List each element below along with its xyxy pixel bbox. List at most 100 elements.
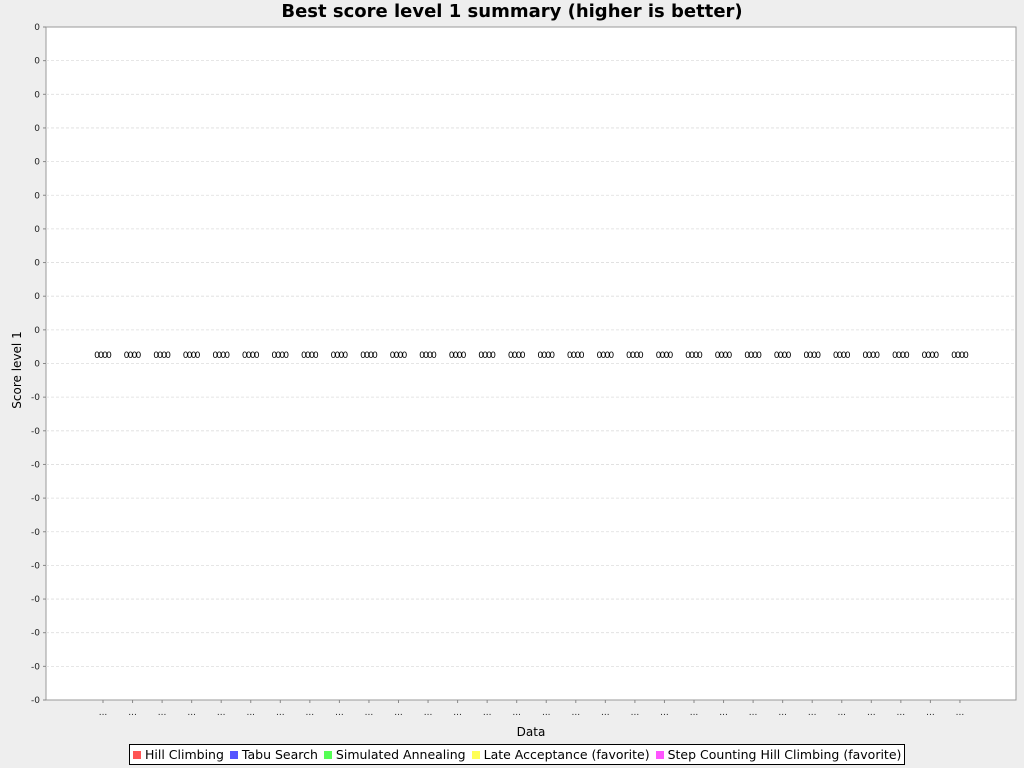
data-point-label: 0 bbox=[951, 351, 957, 361]
data-point-label: 0 bbox=[634, 351, 640, 361]
data-point-label: 0 bbox=[364, 351, 370, 361]
legend-label: Step Counting Hill Climbing (favorite) bbox=[667, 747, 902, 762]
data-point-label: 0 bbox=[567, 351, 573, 361]
data-point-label: 0 bbox=[309, 351, 315, 361]
data-point-label: 0 bbox=[360, 351, 366, 361]
legend-label: Late Acceptance (favorite) bbox=[483, 747, 650, 762]
data-point-label: 0 bbox=[394, 351, 400, 361]
data-point-label: 0 bbox=[254, 351, 260, 361]
data-point-label: 0 bbox=[275, 351, 281, 361]
data-point-label: 0 bbox=[250, 351, 256, 361]
data-point-label: 0 bbox=[660, 351, 666, 361]
data-point-label: 0 bbox=[723, 351, 729, 361]
x-tick-label: ... bbox=[690, 708, 699, 718]
legend-swatch bbox=[655, 750, 664, 759]
data-point-label: 0 bbox=[870, 351, 876, 361]
data-point-label: 0 bbox=[453, 351, 459, 361]
data-point-label: 0 bbox=[161, 351, 167, 361]
chart-title: Best score level 1 summary (higher is be… bbox=[281, 1, 743, 22]
data-point-label: 0 bbox=[719, 351, 725, 361]
y-tick-label: 0 bbox=[34, 90, 40, 100]
data-point-label: 0 bbox=[922, 351, 928, 361]
y-tick-label: 0 bbox=[34, 259, 40, 269]
x-axis-title: Data bbox=[517, 725, 546, 739]
data-point-label: 0 bbox=[608, 351, 614, 361]
y-tick-label: -0 bbox=[31, 629, 40, 639]
data-point-label: 0 bbox=[461, 351, 467, 361]
y-tick-label: -0 bbox=[31, 528, 40, 538]
legend-item: Tabu Search bbox=[229, 747, 318, 762]
data-point-label: 0 bbox=[926, 351, 932, 361]
legend-item: Hill Climbing bbox=[133, 747, 224, 762]
y-tick-label: -0 bbox=[31, 393, 40, 403]
data-point-label: 0 bbox=[748, 351, 754, 361]
x-tick-label: ... bbox=[660, 708, 669, 718]
data-point-label: 0 bbox=[727, 351, 733, 361]
data-point-label: 0 bbox=[183, 351, 189, 361]
data-point-label: 0 bbox=[153, 351, 159, 361]
data-point-label: 0 bbox=[668, 351, 674, 361]
x-tick-label: ... bbox=[749, 708, 758, 718]
data-point-label: 0 bbox=[664, 351, 670, 361]
data-point-label: 0 bbox=[457, 351, 463, 361]
y-tick-label: -0 bbox=[31, 561, 40, 571]
y-tick-label: 0 bbox=[34, 191, 40, 201]
data-point-label: 0 bbox=[841, 351, 847, 361]
x-tick-label: ... bbox=[365, 708, 374, 718]
data-point-label: 0 bbox=[896, 351, 902, 361]
legend-item: Late Acceptance (favorite) bbox=[471, 747, 650, 762]
x-tick-label: ... bbox=[837, 708, 846, 718]
y-tick-label: 0 bbox=[34, 326, 40, 336]
x-tick-label: ... bbox=[335, 708, 344, 718]
data-point-label: 0 bbox=[419, 351, 425, 361]
x-tick-label: ... bbox=[512, 708, 521, 718]
data-point-label: 0 bbox=[693, 351, 699, 361]
data-point-label: 0 bbox=[685, 351, 691, 361]
x-tick-label: ... bbox=[897, 708, 906, 718]
data-point-label: 0 bbox=[216, 351, 222, 361]
data-point-label: 0 bbox=[490, 351, 496, 361]
data-point-label: 0 bbox=[892, 351, 898, 361]
x-tick-label: ... bbox=[926, 708, 935, 718]
data-point-label: 0 bbox=[512, 351, 518, 361]
data-point-label: 0 bbox=[271, 351, 277, 361]
data-point-label: 0 bbox=[845, 351, 851, 361]
data-point-label: 0 bbox=[478, 351, 484, 361]
legend-item: Simulated Annealing bbox=[323, 747, 466, 762]
x-tick-label: ... bbox=[187, 708, 196, 718]
data-point-label: 0 bbox=[656, 351, 662, 361]
data-point-label: 0 bbox=[398, 351, 404, 361]
data-point-label: 0 bbox=[449, 351, 455, 361]
data-point-label: 0 bbox=[778, 351, 784, 361]
data-point-label: 0 bbox=[626, 351, 632, 361]
legend-item: Step Counting Hill Climbing (favorite) bbox=[655, 747, 902, 762]
grid-lines bbox=[46, 60, 1016, 667]
data-point-label: 0 bbox=[220, 351, 226, 361]
data-point-label: 0 bbox=[390, 351, 396, 361]
y-tick-label: -0 bbox=[31, 494, 40, 504]
data-point-label: 0 bbox=[402, 351, 408, 361]
data-point-label: 0 bbox=[955, 351, 961, 361]
data-point-label: 0 bbox=[224, 351, 230, 361]
data-point-label: 0 bbox=[195, 351, 201, 361]
x-tick-label: ... bbox=[601, 708, 610, 718]
legend-swatch bbox=[229, 750, 238, 759]
data-point-label: 0 bbox=[934, 351, 940, 361]
data-point-label: 0 bbox=[930, 351, 936, 361]
data-point-label: 0 bbox=[98, 351, 104, 361]
data-point-label: 0 bbox=[541, 351, 547, 361]
x-tick-label: ... bbox=[808, 708, 817, 718]
data-point-label: 0 bbox=[94, 351, 100, 361]
data-point-label: 0 bbox=[549, 351, 555, 361]
data-point-label: 0 bbox=[279, 351, 285, 361]
data-point-label: 0 bbox=[187, 351, 193, 361]
x-tick-label: ... bbox=[572, 708, 581, 718]
x-tick-label: ... bbox=[424, 708, 433, 718]
data-point-label: 0 bbox=[283, 351, 289, 361]
data-point-label: 0 bbox=[774, 351, 780, 361]
x-tick-label: ... bbox=[867, 708, 876, 718]
data-point-label: 0 bbox=[335, 351, 341, 361]
data-point-label: 0 bbox=[756, 351, 762, 361]
data-point-label: 0 bbox=[301, 351, 307, 361]
